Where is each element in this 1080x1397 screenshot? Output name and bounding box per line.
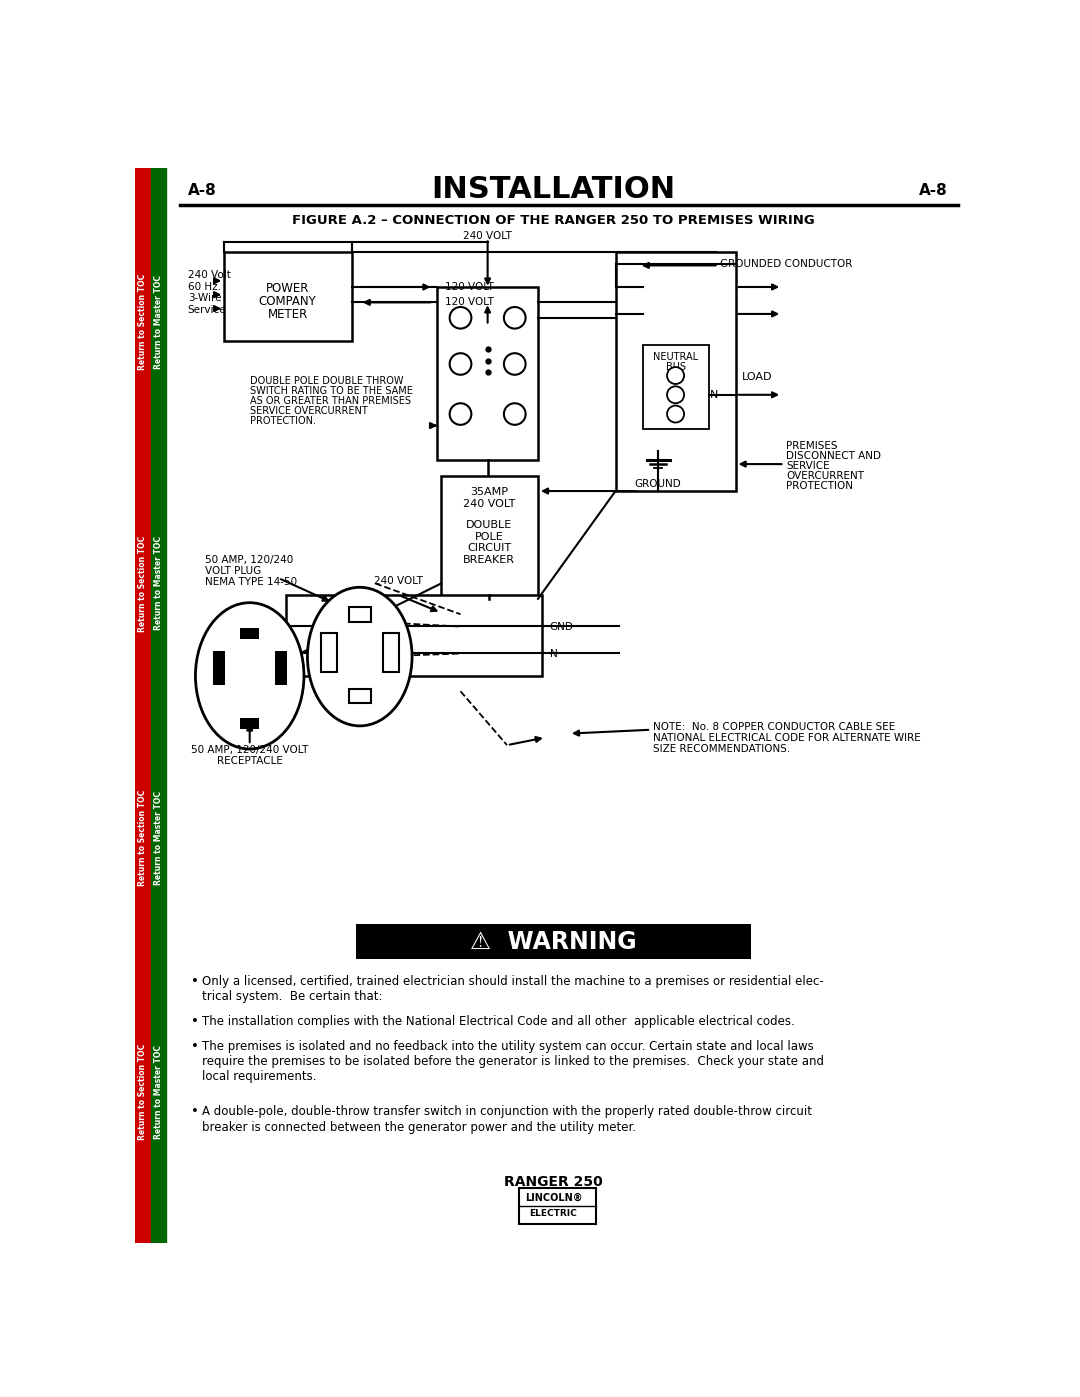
Text: BREAKER: BREAKER: [463, 555, 515, 564]
Text: 50 AMP, 120/240 VOLT: 50 AMP, 120/240 VOLT: [191, 745, 309, 756]
Bar: [441, 475, 538, 599]
Text: A double-pole, double-throw transfer switch in conjunction with the properly rat: A double-pole, double-throw transfer swi…: [202, 1105, 812, 1133]
Text: Return to Master TOC: Return to Master TOC: [153, 791, 163, 884]
Circle shape: [504, 353, 526, 374]
Text: DOUBLE POLE DOUBLE THROW: DOUBLE POLE DOUBLE THROW: [249, 376, 403, 386]
Bar: [241, 629, 259, 638]
Circle shape: [449, 307, 471, 328]
Text: AS OR GREATER THAN PREMISES: AS OR GREATER THAN PREMISES: [249, 395, 410, 405]
Bar: [356, 923, 751, 960]
Circle shape: [449, 353, 471, 374]
Circle shape: [449, 404, 471, 425]
Text: INSTALLATION: INSTALLATION: [431, 176, 676, 204]
Text: A-8: A-8: [188, 183, 216, 198]
Bar: [349, 606, 370, 622]
Bar: [616, 253, 735, 490]
Text: N: N: [550, 648, 557, 659]
Bar: [643, 345, 708, 429]
Circle shape: [504, 404, 526, 425]
Bar: [241, 718, 259, 729]
Text: NEMA TYPE 14-50: NEMA TYPE 14-50: [205, 577, 297, 587]
Bar: [150, 168, 166, 1243]
Bar: [383, 633, 399, 672]
Text: 50 AMP, 120/240: 50 AMP, 120/240: [205, 555, 293, 564]
Text: 120 VOLT: 120 VOLT: [445, 282, 494, 292]
Text: 60 Hz.: 60 Hz.: [188, 282, 220, 292]
Circle shape: [504, 307, 526, 328]
Text: 120 VOLT: 120 VOLT: [445, 298, 494, 307]
Text: COMPANY: COMPANY: [259, 295, 316, 307]
Text: CIRCUIT: CIRCUIT: [468, 543, 511, 553]
Text: N: N: [710, 390, 718, 400]
Text: OVERCURRENT: OVERCURRENT: [786, 471, 864, 481]
Text: A-8: A-8: [919, 183, 948, 198]
Text: 3-Wire: 3-Wire: [188, 293, 221, 303]
Bar: [321, 633, 337, 672]
Text: DISCONNECT AND: DISCONNECT AND: [786, 451, 881, 461]
Text: The installation complies with the National Electrical Code and all other  appli: The installation complies with the Natio…: [202, 1014, 795, 1028]
Text: RANGER 250: RANGER 250: [504, 1175, 603, 1189]
Text: PROTECTION: PROTECTION: [786, 481, 853, 490]
Text: •: •: [191, 1039, 199, 1053]
Text: SWITCH RATING TO BE THE SAME: SWITCH RATING TO BE THE SAME: [249, 386, 413, 395]
Bar: [286, 595, 542, 676]
Text: METER: METER: [268, 307, 308, 321]
Text: PREMISES: PREMISES: [786, 441, 837, 451]
Circle shape: [667, 367, 684, 384]
Text: ⚠  WARNING: ⚠ WARNING: [470, 929, 637, 954]
Text: POWER: POWER: [266, 282, 309, 295]
Circle shape: [667, 387, 684, 404]
Text: ELECTRIC: ELECTRIC: [529, 1210, 578, 1218]
Circle shape: [667, 405, 684, 422]
Bar: [225, 253, 352, 341]
Text: DOUBLE: DOUBLE: [467, 520, 512, 531]
Bar: [274, 651, 287, 685]
Text: GROUND: GROUND: [635, 479, 681, 489]
Text: GND: GND: [550, 622, 573, 631]
Text: 240 VOLT: 240 VOLT: [374, 576, 423, 585]
Bar: [349, 689, 370, 703]
Text: SIZE RECOMMENDATIONS.: SIZE RECOMMENDATIONS.: [652, 743, 789, 753]
Text: POLE: POLE: [475, 532, 503, 542]
Text: Return to Section TOC: Return to Section TOC: [138, 789, 147, 886]
Text: GROUNDED CONDUCTOR: GROUNDED CONDUCTOR: [720, 258, 852, 268]
Bar: [135, 168, 150, 1243]
Text: Return to Section TOC: Return to Section TOC: [138, 1044, 147, 1140]
Text: Only a licensed, certified, trained electrician should install the machine to a : Only a licensed, certified, trained elec…: [202, 975, 823, 1003]
Text: BUS: BUS: [665, 362, 686, 372]
Text: •: •: [191, 975, 199, 988]
Text: 240 VOLT: 240 VOLT: [463, 499, 515, 509]
Text: Return to Master TOC: Return to Master TOC: [153, 275, 163, 369]
Bar: [437, 286, 538, 460]
Text: VOLT PLUG: VOLT PLUG: [205, 566, 261, 576]
Text: 240 VOLT: 240 VOLT: [463, 231, 512, 240]
Text: •: •: [191, 1014, 199, 1028]
Bar: [518, 1187, 596, 1224]
Text: LOAD: LOAD: [742, 372, 772, 381]
Text: NEUTRAL: NEUTRAL: [653, 352, 698, 362]
Text: The premises is isolated and no feedback into the utility system can occur. Cert: The premises is isolated and no feedback…: [202, 1039, 824, 1083]
Text: •: •: [191, 1105, 199, 1119]
Text: 35AMP: 35AMP: [470, 488, 509, 497]
Text: Return to Master TOC: Return to Master TOC: [153, 536, 163, 630]
Bar: [213, 651, 225, 685]
Text: Return to Section TOC: Return to Section TOC: [138, 274, 147, 370]
Text: SERVICE OVERCURRENT: SERVICE OVERCURRENT: [249, 405, 367, 415]
Text: RECEPTACLE: RECEPTACLE: [217, 756, 283, 766]
Text: LINCOLN®: LINCOLN®: [525, 1193, 582, 1203]
Text: Return to Master TOC: Return to Master TOC: [153, 1045, 163, 1139]
Ellipse shape: [195, 602, 303, 749]
Ellipse shape: [308, 587, 413, 726]
Text: NATIONAL ELECTRICAL CODE FOR ALTERNATE WIRE: NATIONAL ELECTRICAL CODE FOR ALTERNATE W…: [652, 733, 920, 743]
Text: SERVICE: SERVICE: [786, 461, 829, 471]
Text: PROTECTION.: PROTECTION.: [249, 415, 315, 426]
Text: 240 Volt: 240 Volt: [188, 270, 230, 279]
Text: Service: Service: [188, 305, 227, 314]
Text: Return to Section TOC: Return to Section TOC: [138, 535, 147, 631]
Text: FIGURE A.2 – CONNECTION OF THE RANGER 250 TO PREMISES WIRING: FIGURE A.2 – CONNECTION OF THE RANGER 25…: [292, 214, 815, 226]
Text: NOTE:  No. 8 COPPER CONDUCTOR CABLE SEE: NOTE: No. 8 COPPER CONDUCTOR CABLE SEE: [652, 722, 895, 732]
